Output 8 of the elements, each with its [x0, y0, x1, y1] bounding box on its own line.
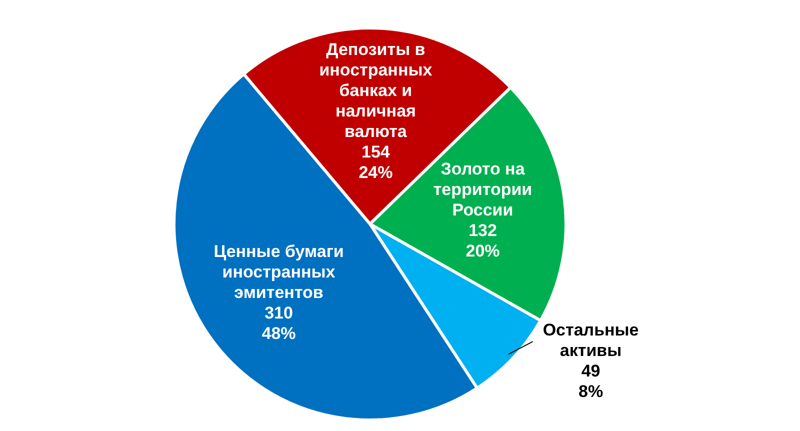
data-label: 310 48% [262, 303, 296, 343]
data-label: 154 24% [358, 142, 393, 182]
slice-label: Депозиты в иностранных банках и наличная валюта [319, 40, 433, 141]
data-label: 49 8% [578, 361, 604, 401]
slice-label: Золото на территории России [433, 160, 532, 220]
data-label: 132 20% [466, 221, 500, 261]
slice-label: Остальные активы [542, 320, 639, 360]
slice-label: Ценные бумаги иностранных эмитентов [214, 242, 344, 302]
